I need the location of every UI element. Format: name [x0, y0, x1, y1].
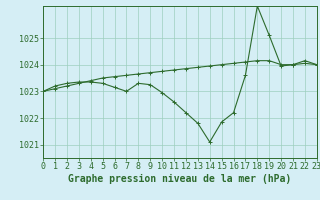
X-axis label: Graphe pression niveau de la mer (hPa): Graphe pression niveau de la mer (hPa) [68, 174, 292, 184]
